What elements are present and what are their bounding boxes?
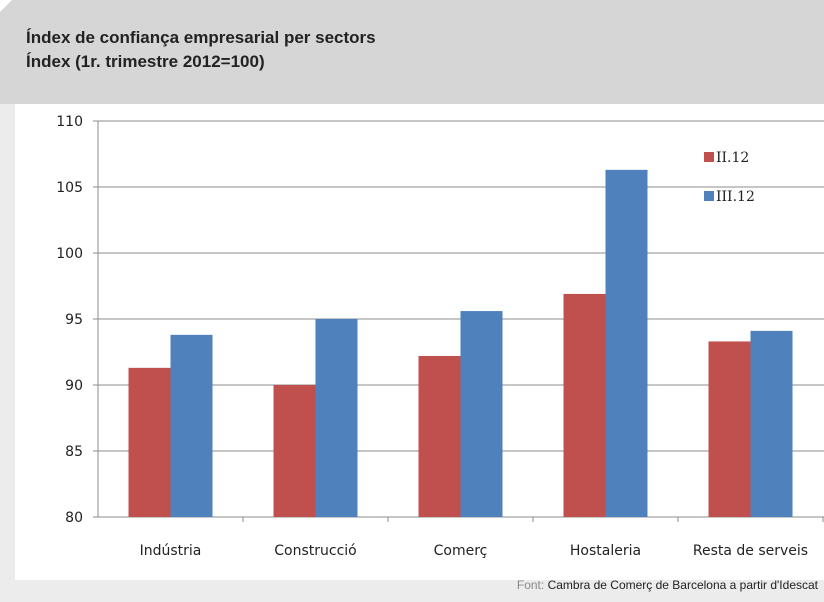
source-text: Cambra de Comerç de Barcelona a partir d…	[547, 578, 818, 592]
chart-subtitle: Índex (1r. trimestre 2012=100)	[26, 52, 265, 71]
x-tick-label: Comerç	[434, 543, 488, 559]
chart-title: Índex de confiança empresarial per secto…	[26, 28, 376, 47]
bar-iii12-3	[605, 169, 648, 517]
chart-header	[0, 0, 824, 104]
y-tick-label: 110	[56, 114, 83, 130]
x-tick-label: Resta de serveis	[693, 543, 808, 559]
y-tick-label: 105	[56, 180, 83, 196]
x-tick-label: Construcció	[274, 543, 356, 559]
bar-iii12-1	[315, 319, 358, 517]
x-tick-label: Indústria	[140, 543, 202, 559]
bar-ii12-4	[708, 341, 751, 517]
bar-ii12-0	[128, 367, 171, 517]
bar-iii12-4	[750, 330, 793, 517]
source-note: Font: Cambra de Comerç de Barcelona a pa…	[517, 578, 818, 592]
source-label: Font:	[516, 578, 545, 592]
bar-iii12-2	[460, 311, 503, 517]
y-tick-label: 80	[65, 510, 83, 526]
bar-ii12-1	[273, 385, 316, 517]
legend-swatch	[704, 191, 714, 201]
legend-label: III.12	[716, 189, 755, 205]
y-tick-label: 85	[65, 444, 83, 460]
y-tick-label: 95	[65, 312, 83, 328]
legend-label: II.12	[716, 150, 749, 166]
folded-corner	[0, 0, 12, 12]
y-tick-label: 100	[56, 246, 83, 262]
bar-ii12-2	[418, 355, 461, 517]
x-tick-label: Hostaleria	[570, 543, 641, 559]
bar-iii12-0	[170, 334, 213, 517]
legend-swatch	[704, 152, 714, 162]
bar-ii12-3	[563, 293, 606, 517]
y-tick-label: 90	[65, 378, 83, 394]
